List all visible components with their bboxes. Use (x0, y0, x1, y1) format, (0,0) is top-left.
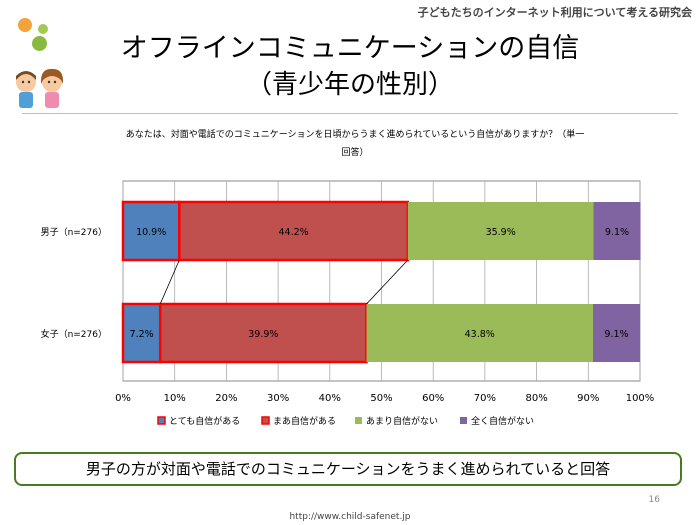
conclusion-box: 男子の方が対面や電話でのコミュニケーションをうまく進められていると回答 (14, 452, 682, 486)
plot-area (122, 180, 641, 382)
x-tick-label: 10% (164, 393, 186, 404)
title-divider (22, 113, 678, 114)
legend-swatch (460, 417, 467, 424)
bar-segment (178, 200, 410, 262)
category-label: 男子（n=276） (41, 227, 107, 238)
bar-segment (592, 304, 640, 362)
category-label: 女子（n=276） (41, 328, 107, 340)
x-tick-label: 20% (215, 393, 237, 404)
data-label: 9.1% (605, 227, 629, 238)
x-tick-label: 90% (577, 393, 599, 404)
page-number: 16 (648, 495, 660, 505)
legend-swatch (355, 417, 362, 424)
x-tick-label: 70% (474, 393, 496, 404)
legend-swatch (261, 416, 270, 425)
data-label: 39.9% (248, 329, 278, 340)
data-label: 7.2% (130, 329, 154, 340)
legend-label: まあ自信がある (273, 415, 336, 427)
data-label: 35.9% (486, 227, 516, 238)
legend-label: あまり自信がない (366, 415, 438, 427)
data-label: 9.1% (604, 329, 628, 340)
bar-segment (407, 202, 594, 260)
legend-label: とても自信がある (169, 415, 240, 427)
organization-name: 子どもたちのインターネット利用について考える研究会 (417, 6, 692, 19)
legend-label: 全く自信がない (471, 415, 534, 427)
page-subtitle: （青少年の性別） (245, 70, 454, 100)
survey-question-line2: 回答） (341, 148, 369, 158)
survey-question: あなたは、対面や電話でのコミュニケーションを日頃からうまく進められているという自… (60, 126, 650, 162)
x-tick-label: 100% (626, 393, 655, 404)
orange-dot-icon (18, 18, 32, 32)
bar-segment (121, 200, 181, 262)
children-illustration-icon (16, 68, 64, 108)
bar-segment (593, 202, 641, 260)
x-tick-label: 0% (115, 393, 131, 404)
bar-segment (121, 302, 162, 364)
bar-segment (158, 302, 368, 364)
data-label: 43.8% (465, 329, 495, 340)
data-label: 44.2% (279, 227, 309, 238)
footer-url: http://www.child-safenet.jp (289, 512, 411, 522)
x-tick-label: 60% (422, 393, 444, 404)
data-label: 10.9% (136, 227, 166, 238)
survey-question-line1: あなたは、対面や電話でのコミュニケーションを日頃からうまく進められているという自… (125, 130, 585, 140)
x-tick-label: 50% (370, 393, 392, 404)
x-tick-label: 40% (319, 393, 341, 404)
legend-swatch (157, 416, 166, 425)
x-tick-label: 80% (525, 393, 547, 404)
connector-line (366, 259, 409, 305)
connector-line (159, 259, 180, 305)
page-title: オフラインコミュニケーションの自信 (120, 33, 580, 64)
green-dot-icon (32, 36, 47, 51)
green-dot-icon-small (38, 24, 48, 34)
bar-segment (366, 304, 593, 362)
x-tick-label: 30% (267, 393, 289, 404)
